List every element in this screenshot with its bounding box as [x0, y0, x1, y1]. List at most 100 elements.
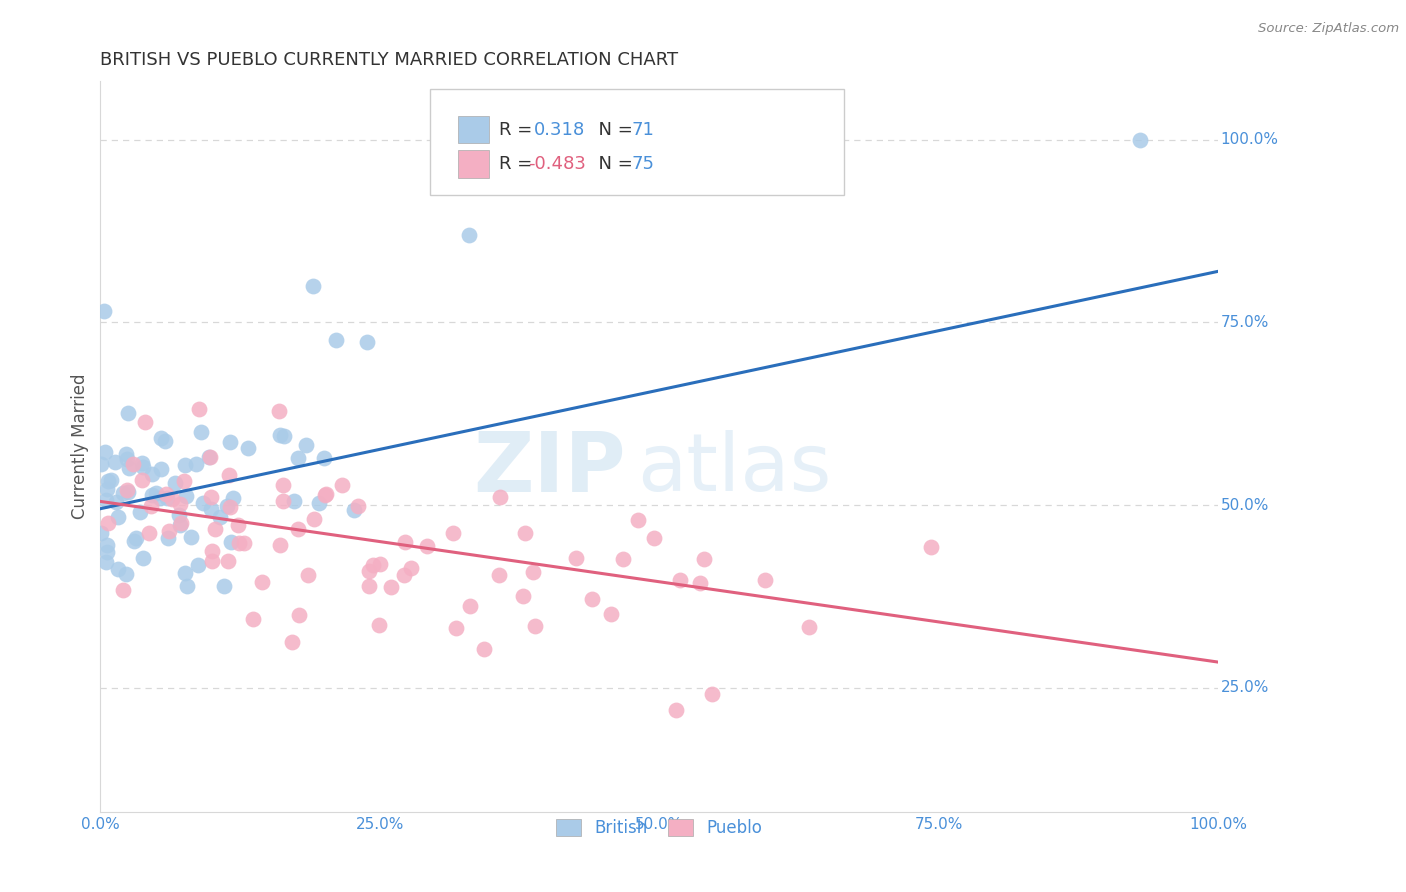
Legend: British, Pueblo: British, Pueblo — [550, 813, 769, 844]
Point — [169, 518, 191, 533]
Point — [176, 579, 198, 593]
Point — [325, 333, 347, 347]
Point — [173, 458, 195, 472]
Point — [301, 279, 323, 293]
Point — [190, 425, 212, 439]
Point — [515, 526, 537, 541]
Point — [581, 592, 603, 607]
Point — [97, 516, 120, 531]
Point — [187, 558, 209, 573]
Text: Source: ZipAtlas.com: Source: ZipAtlas.com — [1258, 22, 1399, 36]
Point — [269, 428, 291, 442]
Point — [315, 487, 337, 501]
Point — [271, 478, 294, 492]
Point — [238, 441, 260, 455]
Point — [242, 612, 264, 626]
Point — [226, 517, 249, 532]
Point — [920, 540, 942, 554]
Point — [138, 526, 160, 541]
Point — [219, 535, 242, 549]
Point — [117, 452, 139, 467]
Point — [150, 462, 173, 476]
Point — [394, 534, 416, 549]
Point — [204, 522, 226, 536]
Point — [173, 474, 195, 488]
Point — [217, 553, 239, 567]
Point — [283, 494, 305, 508]
Point — [160, 491, 183, 506]
Point — [626, 513, 648, 527]
Point — [368, 557, 391, 571]
Point — [131, 456, 153, 470]
Point — [131, 473, 153, 487]
Point — [444, 621, 467, 635]
Point — [107, 510, 129, 524]
Point — [96, 482, 118, 496]
Point — [664, 704, 686, 718]
Point — [269, 404, 291, 418]
Point — [380, 580, 402, 594]
Point — [200, 502, 222, 516]
Point — [304, 512, 326, 526]
Point — [700, 687, 723, 701]
Point — [149, 491, 172, 505]
Point — [100, 473, 122, 487]
FancyBboxPatch shape — [430, 88, 844, 194]
Text: 75.0%: 75.0% — [1220, 315, 1270, 330]
Point — [692, 551, 714, 566]
Point — [359, 564, 381, 578]
Point — [458, 227, 481, 242]
Point — [368, 617, 391, 632]
Point — [198, 450, 221, 464]
Point — [200, 490, 222, 504]
Point — [599, 607, 621, 621]
Point — [163, 476, 186, 491]
Point — [111, 582, 134, 597]
Point — [139, 500, 162, 514]
Point — [145, 485, 167, 500]
Point — [250, 575, 273, 590]
Point — [228, 535, 250, 549]
Point — [308, 496, 330, 510]
Point — [157, 524, 180, 538]
Text: R =: R = — [499, 120, 544, 138]
Point — [297, 567, 319, 582]
Text: 50.0%: 50.0% — [1220, 498, 1270, 513]
Point — [170, 516, 193, 531]
Point — [273, 429, 295, 443]
Point — [150, 431, 173, 445]
Point — [347, 499, 370, 513]
Point — [188, 402, 211, 417]
Text: N =: N = — [586, 120, 638, 138]
Point — [522, 565, 544, 579]
Point — [105, 495, 128, 509]
Point — [472, 641, 495, 656]
Point — [174, 566, 197, 581]
Point — [94, 445, 117, 459]
Point — [208, 509, 231, 524]
Point — [157, 531, 180, 545]
Point — [180, 530, 202, 544]
Point — [153, 434, 176, 449]
Point — [122, 457, 145, 471]
Text: N =: N = — [586, 155, 638, 173]
Point — [115, 566, 138, 581]
Point — [112, 485, 135, 500]
Point — [90, 458, 112, 472]
Point — [107, 562, 129, 576]
Point — [359, 579, 381, 593]
Point — [524, 619, 547, 633]
Point — [343, 503, 366, 517]
Point — [104, 455, 127, 469]
Text: BRITISH VS PUEBLO CURRENTLY MARRIED CORRELATION CHART: BRITISH VS PUEBLO CURRENTLY MARRIED CORR… — [100, 51, 679, 69]
Point — [416, 539, 439, 553]
Point — [565, 550, 588, 565]
Point — [167, 508, 190, 522]
Point — [314, 488, 336, 502]
Point — [128, 505, 150, 519]
Point — [174, 490, 197, 504]
Point — [219, 435, 242, 450]
Point — [689, 576, 711, 591]
Point — [488, 568, 510, 582]
Point — [612, 552, 634, 566]
